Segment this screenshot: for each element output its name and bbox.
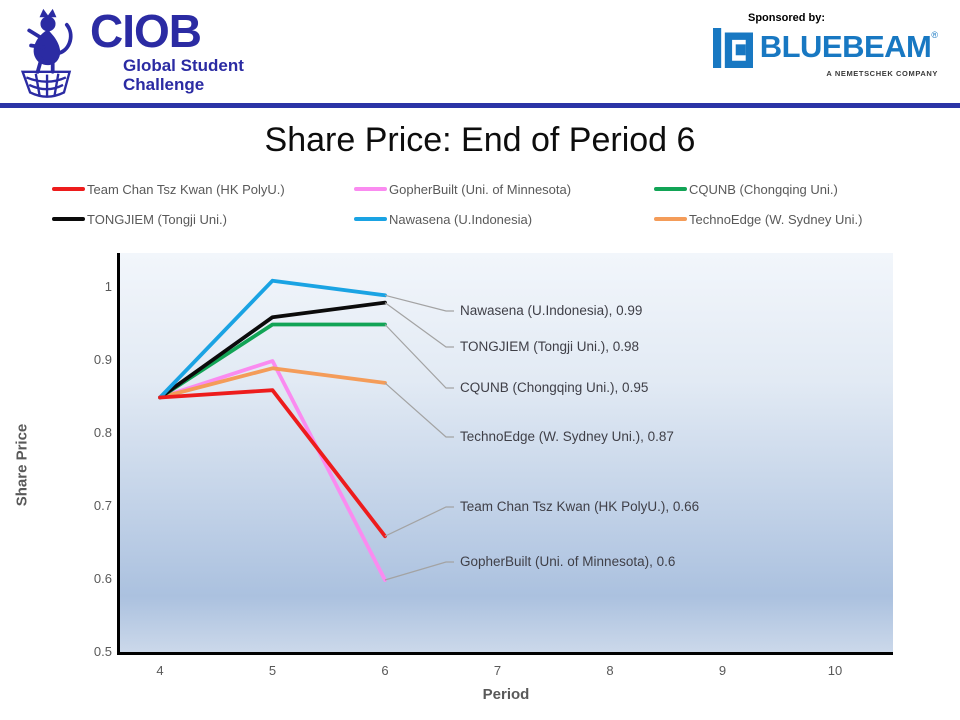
chart-title: Share Price: End of Period 6 bbox=[264, 121, 696, 159]
bluebeam-logo: BLUEBEAM ® bbox=[688, 28, 938, 68]
legend-swatch bbox=[354, 217, 387, 221]
legend-label: GopherBuilt (Uni. of Minnesota) bbox=[389, 181, 572, 197]
x-tick-label: 6 bbox=[381, 663, 389, 678]
registered-mark: ® bbox=[931, 30, 938, 40]
legend-swatch bbox=[654, 217, 687, 221]
ciob-subtitle: Global Student Challenge bbox=[123, 56, 244, 94]
data-callout: TONGJIEM (Tongji Uni.), 0.98 bbox=[460, 339, 640, 354]
legend-swatch bbox=[52, 217, 85, 221]
x-tick-label: 9 bbox=[718, 663, 727, 678]
bluebeam-logo-icon bbox=[712, 28, 753, 68]
x-axis-title: Period bbox=[482, 686, 530, 703]
y-tick-label: 0.8 bbox=[93, 425, 112, 440]
bluebeam-tagline: A NEMETSCHEK COMPANY bbox=[826, 69, 938, 78]
bluebeam-wordmark: BLUEBEAM bbox=[759, 29, 932, 64]
y-tick-label: 1 bbox=[104, 279, 112, 294]
x-tick-label: 5 bbox=[268, 663, 277, 678]
legend-swatch bbox=[654, 187, 687, 191]
legend-item: CQUNB (Chongqing Uni.) bbox=[654, 181, 912, 197]
ciob-brand: CIOB bbox=[90, 5, 202, 57]
legend-item: GopherBuilt (Uni. of Minnesota) bbox=[354, 181, 654, 197]
y-tick-label: 0.5 bbox=[93, 644, 112, 659]
data-callout: Nawasena (U.Indonesia), 0.99 bbox=[460, 303, 643, 318]
data-callout: TechnoEdge (W. Sydney Uni.), 0.87 bbox=[460, 429, 674, 444]
chart-legend: Team Chan Tsz Kwan (HK PolyU.) GopherBuil… bbox=[52, 181, 912, 227]
legend-label: Nawasena (U.Indonesia) bbox=[389, 211, 533, 227]
y-tick-label: 0.9 bbox=[93, 352, 112, 367]
legend-label: Team Chan Tsz Kwan (HK PolyU.) bbox=[87, 181, 285, 197]
sponsored-by-label: Sponsored by: bbox=[748, 12, 826, 24]
y-tick-label: 0.6 bbox=[93, 571, 112, 586]
legend-item: Team Chan Tsz Kwan (HK PolyU.) bbox=[52, 181, 354, 197]
x-tick-label: 8 bbox=[606, 663, 614, 678]
y-tick-label: 0.7 bbox=[93, 498, 112, 513]
legend-swatch bbox=[52, 187, 85, 191]
x-tick-label: 7 bbox=[493, 663, 502, 678]
header-divider bbox=[0, 103, 960, 108]
legend-swatch bbox=[354, 187, 387, 191]
legend-item: Nawasena (U.Indonesia) bbox=[354, 211, 654, 227]
ciob-logo-text: CIOB Global Student Challenge bbox=[90, 6, 244, 100]
data-callout: GopherBuilt (Uni. of Minnesota), 0.6 bbox=[460, 554, 676, 569]
x-tick-label: 10 bbox=[827, 663, 843, 678]
legend-item: TechnoEdge (W. Sydney Uni.) bbox=[654, 211, 912, 227]
x-tick-label: 4 bbox=[156, 663, 164, 678]
legend-label: TechnoEdge (W. Sydney Uni.) bbox=[689, 211, 863, 227]
legend-label: TONGJIEM (Tongji Uni.) bbox=[87, 211, 227, 227]
sponsor-block: Sponsored by: BLUEBEAM ® A NEMETSCHEK CO… bbox=[688, 12, 938, 78]
data-callout: Team Chan Tsz Kwan (HK PolyU.), 0.66 bbox=[460, 499, 700, 514]
data-callout: CQUNB (Chongqing Uni.), 0.95 bbox=[460, 380, 649, 395]
legend-item: TONGJIEM (Tongji Uni.) bbox=[52, 211, 354, 227]
legend-label: CQUNB (Chongqing Uni.) bbox=[689, 181, 838, 197]
ciob-lion-emblem-icon bbox=[20, 8, 73, 98]
ciob-logo: CIOB Global Student Challenge bbox=[10, 6, 244, 100]
y-axis-title: Share Price bbox=[13, 423, 31, 507]
